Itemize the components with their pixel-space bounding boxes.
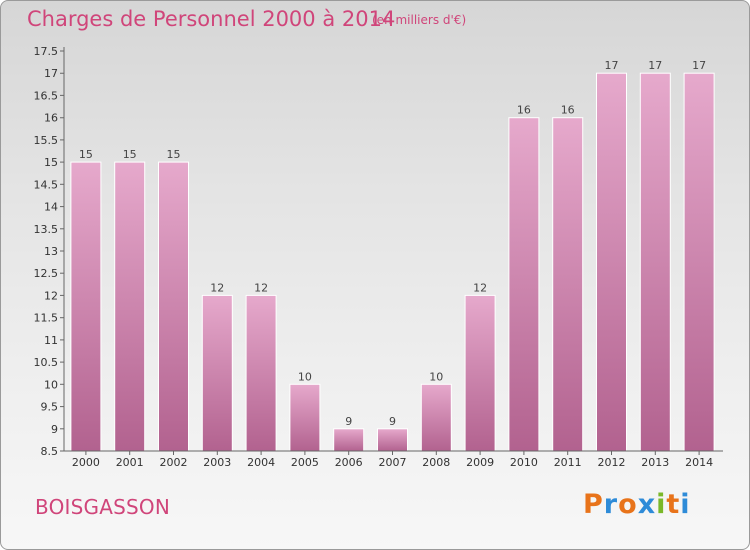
value-label-2013: 17 xyxy=(648,59,662,72)
y-tick-label-13: 13 xyxy=(44,245,58,258)
bar-2008 xyxy=(420,383,452,452)
value-label-2004: 12 xyxy=(254,281,268,294)
bar-2012 xyxy=(596,72,627,452)
chart-title: Charges de Personnel 2000 à 2014 xyxy=(27,7,396,31)
bar-2002 xyxy=(158,161,189,452)
bar-2014 xyxy=(683,72,715,452)
y-tick-label-12: 12 xyxy=(44,289,58,302)
x-tick-label-2002: 2002 xyxy=(160,456,188,469)
bar-2005 xyxy=(289,383,321,452)
value-label-2011: 16 xyxy=(561,104,575,117)
logo-letter: x xyxy=(637,489,657,520)
bar-2009 xyxy=(464,294,496,452)
y-tick-label-10.5: 10.5 xyxy=(34,356,59,369)
logo-letter: i xyxy=(656,489,667,520)
logo-letter: r xyxy=(603,489,619,520)
x-tick-label-2008: 2008 xyxy=(422,456,450,469)
y-tick-label-17: 17 xyxy=(44,67,58,80)
bar-2004 xyxy=(245,294,277,452)
y-tick-label-12.5: 12.5 xyxy=(34,267,59,280)
bar-2001 xyxy=(114,161,146,452)
value-label-2014: 17 xyxy=(692,59,706,72)
y-tick-label-11: 11 xyxy=(44,334,58,347)
y-tick-label-14.5: 14.5 xyxy=(34,178,59,191)
y-tick-label-14: 14 xyxy=(44,201,58,214)
x-tick-label-2009: 2009 xyxy=(466,456,494,469)
commune-name: BOISGASSON xyxy=(35,495,170,519)
bar-2010 xyxy=(508,117,540,452)
y-tick-label-16: 16 xyxy=(44,112,58,125)
y-tick-label-15.5: 15.5 xyxy=(34,134,59,147)
value-label-2002: 15 xyxy=(167,148,181,161)
proxiti-logo[interactable]: Proxiti xyxy=(583,489,691,520)
x-tick-label-2012: 2012 xyxy=(598,456,626,469)
value-label-2010: 16 xyxy=(517,104,531,117)
chart-subtitle: (en milliers d'€) xyxy=(372,13,467,27)
x-tick-label-2001: 2001 xyxy=(116,456,144,469)
value-label-2008: 10 xyxy=(429,370,443,383)
x-tick-label-2006: 2006 xyxy=(335,456,363,469)
logo-letter: o xyxy=(618,489,638,520)
logo-letter: i xyxy=(680,489,691,520)
bar-2011 xyxy=(552,117,584,452)
logo-letter: P xyxy=(583,489,604,520)
value-label-2012: 17 xyxy=(605,59,619,72)
logo-letter: t xyxy=(666,489,681,520)
value-label-2006: 9 xyxy=(345,415,352,428)
x-tick-label-2013: 2013 xyxy=(641,456,669,469)
y-tick-label-15: 15 xyxy=(44,156,58,169)
value-label-2007: 9 xyxy=(389,415,396,428)
y-tick-label-9.5: 9.5 xyxy=(41,401,59,414)
y-tick-label-16.5: 16.5 xyxy=(34,89,59,102)
value-label-2005: 10 xyxy=(298,370,312,383)
x-tick-label-2010: 2010 xyxy=(510,456,538,469)
bar-2000 xyxy=(70,161,102,452)
bar-2013 xyxy=(639,72,671,452)
y-tick-label-13.5: 13.5 xyxy=(34,223,59,236)
x-tick-label-2005: 2005 xyxy=(291,456,319,469)
value-label-2003: 12 xyxy=(210,281,224,294)
x-tick-label-2007: 2007 xyxy=(379,456,407,469)
y-tick-label-9: 9 xyxy=(51,423,58,436)
value-label-2001: 15 xyxy=(123,148,137,161)
x-tick-label-2003: 2003 xyxy=(203,456,231,469)
bar-2006 xyxy=(333,428,365,452)
x-tick-label-2004: 2004 xyxy=(247,456,275,469)
y-tick-label-17.5: 17.5 xyxy=(34,45,59,58)
value-label-2009: 12 xyxy=(473,281,487,294)
x-tick-label-2011: 2011 xyxy=(554,456,582,469)
y-tick-label-11.5: 11.5 xyxy=(34,312,59,325)
x-tick-label-2000: 2000 xyxy=(72,456,100,469)
bar-2003 xyxy=(201,294,233,452)
bar-2007 xyxy=(377,428,408,452)
y-tick-label-10: 10 xyxy=(44,378,58,391)
y-tick-label-8.5: 8.5 xyxy=(41,445,59,458)
value-label-2000: 15 xyxy=(79,148,93,161)
x-tick-label-2014: 2014 xyxy=(685,456,713,469)
